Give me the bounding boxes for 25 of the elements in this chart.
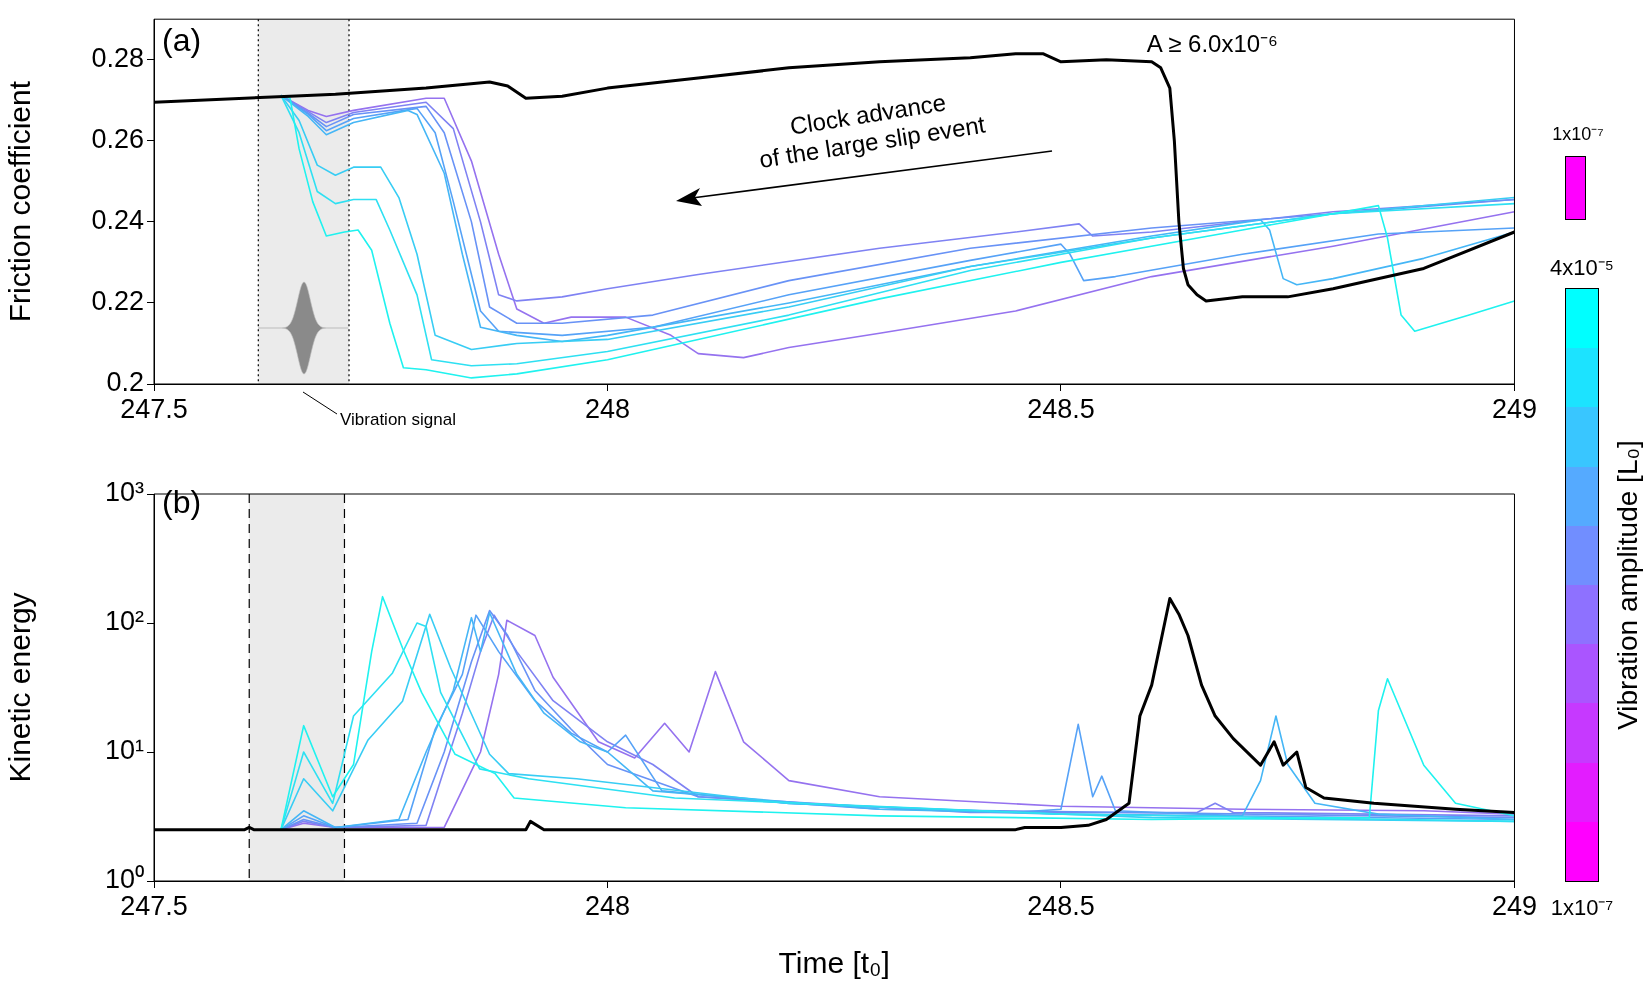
annotation: A ≥ 6.0x10⁻⁶ — [1146, 30, 1278, 58]
x-tick-label: 248 — [584, 393, 631, 424]
annotation: (a) — [162, 22, 202, 59]
y-tick-label: 10² — [104, 606, 144, 637]
y-tick-label: 0.24 — [91, 205, 144, 236]
annotation: (b) — [162, 484, 202, 521]
color-bar-title: Vibration amplitude [L₀] — [1611, 440, 1644, 730]
y-tick-label: 0.28 — [91, 43, 144, 74]
x-tick-label: 248.5 — [1027, 890, 1095, 921]
text: 1x10⁻⁷ — [1550, 895, 1614, 921]
x-tick-label: 248 — [584, 890, 631, 921]
y-axis-title: Kinetic energy — [3, 592, 37, 783]
text: 4x10⁻⁵ — [1550, 255, 1614, 281]
annotation: Clock advance of the large slip event — [756, 87, 987, 174]
text: Vibration signal — [340, 410, 456, 430]
text: 1x10⁻⁷ — [1552, 123, 1604, 145]
x-axis-title: Time [t₀] — [778, 946, 890, 980]
y-tick-label: 10³ — [104, 477, 144, 508]
y-tick-label: 0.22 — [91, 286, 144, 317]
y-tick-label: 0.26 — [91, 124, 144, 155]
x-tick-label: 249 — [1491, 393, 1538, 424]
y-tick-label: 10¹ — [104, 735, 144, 766]
y-axis-title: Friction coefficient — [3, 80, 37, 323]
x-tick-label: 248.5 — [1027, 393, 1095, 424]
x-tick-label: 249 — [1491, 890, 1538, 921]
